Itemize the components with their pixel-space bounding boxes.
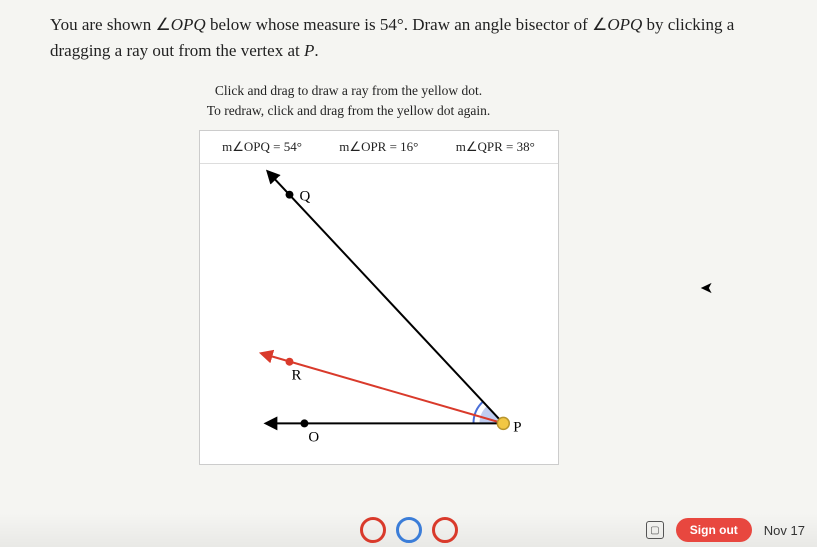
svg-text:Q: Q: [299, 189, 310, 205]
footer-icons: [360, 517, 458, 543]
measure-qpr: m∠QPR = 38°: [456, 139, 535, 155]
footer-icon-3[interactable]: [432, 517, 458, 543]
cursor-icon: ➤: [700, 278, 713, 298]
svg-text:O: O: [308, 429, 319, 445]
footer: ▢ Sign out Nov 17: [0, 513, 817, 547]
instruction-line-1: Click and drag to draw a ray from the ye…: [110, 81, 587, 101]
date-label: Nov 17: [764, 523, 805, 538]
angle-measure: 54°: [380, 15, 404, 34]
instruction-line-2: To redraw, click and drag from the yello…: [110, 101, 587, 121]
question-prompt: You are shown ∠OPQ below whose measure i…: [50, 12, 787, 63]
screenshot-icon[interactable]: ▢: [646, 521, 664, 539]
svg-text:R: R: [291, 368, 301, 384]
svg-text:P: P: [513, 419, 521, 435]
measure-opr: m∠OPR = 16°: [339, 139, 418, 155]
figure-panel: m∠OPQ = 54° m∠OPR = 16° m∠QPR = 38° O Q R P: [199, 130, 559, 465]
measure-opq: m∠OPQ = 54°: [222, 139, 302, 155]
drawing-canvas[interactable]: O Q R P: [200, 164, 558, 464]
footer-icon-1[interactable]: [360, 517, 386, 543]
footer-icon-2[interactable]: [396, 517, 422, 543]
sign-out-button[interactable]: Sign out: [676, 518, 752, 542]
measures-row: m∠OPQ = 54° m∠OPR = 16° m∠QPR = 38°: [200, 131, 558, 164]
instructions: Click and drag to draw a ray from the ye…: [110, 81, 587, 120]
